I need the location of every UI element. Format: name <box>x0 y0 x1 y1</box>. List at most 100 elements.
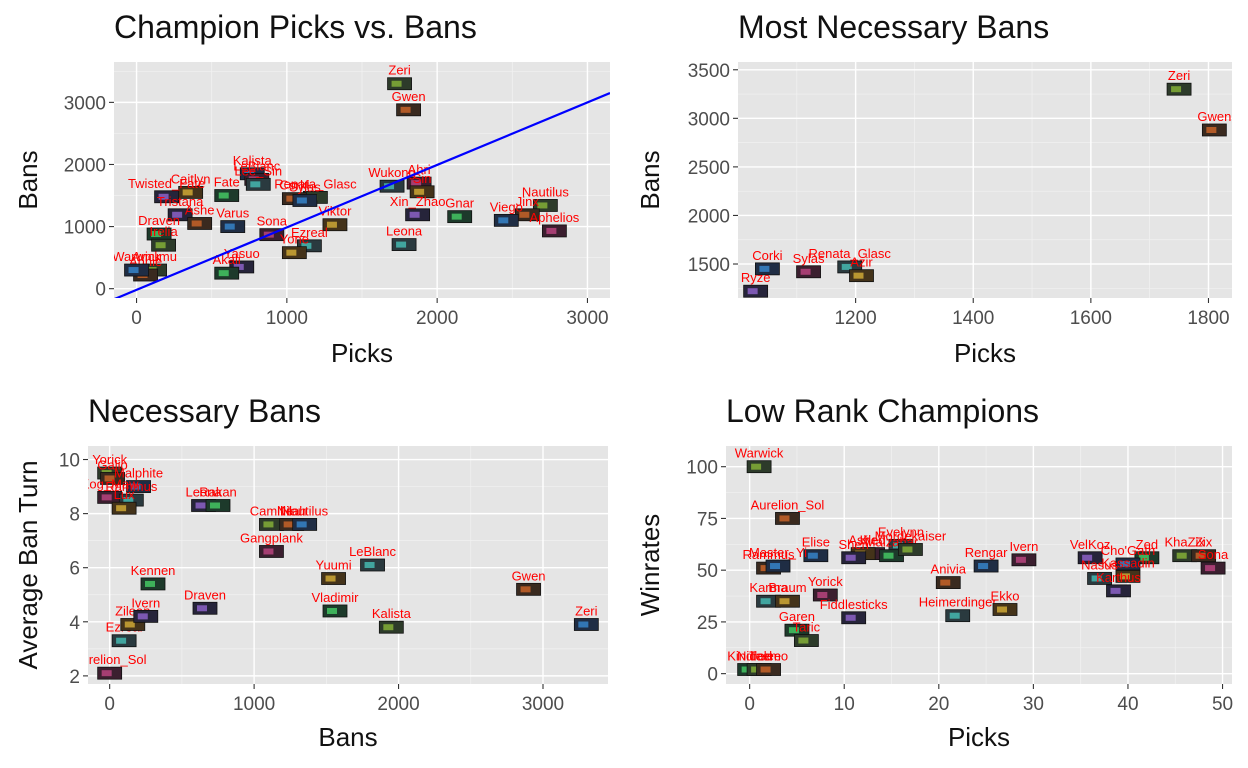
plot-background <box>88 446 608 684</box>
point-label: Akali <box>213 252 241 267</box>
point-label: Zed <box>1136 537 1158 552</box>
point-label: Rengar <box>965 545 1008 560</box>
chart-title: Champion Picks vs. Bans <box>114 9 477 45</box>
point-label: Aurelion_Sol <box>751 497 825 512</box>
y-tick-label: 4 <box>69 613 80 634</box>
champion-thumbnail-detail <box>1119 573 1130 580</box>
point-label: Fate <box>214 175 240 190</box>
point-label: Heimerdinger <box>919 595 998 610</box>
y-tick-label: 2 <box>69 667 80 688</box>
champion-thumbnail-detail <box>116 505 127 512</box>
y-tick-label: 8 <box>69 505 80 526</box>
y-tick-label: 2000 <box>64 155 106 176</box>
point-Gwen: Gwen <box>1197 109 1231 137</box>
champion-thumbnail-detail <box>384 183 395 190</box>
point-label: Warwick <box>735 446 784 461</box>
point-label: Malphite <box>114 466 163 481</box>
point-Ryze: Ryze <box>741 270 771 298</box>
champion-thumbnail-detail <box>116 637 127 644</box>
champion-thumbnail-detail <box>1091 575 1102 582</box>
x-axis-title: Picks <box>948 722 1010 752</box>
y-tick-label: 0 <box>707 665 718 686</box>
champion-thumbnail-detail <box>1206 126 1217 133</box>
y-axis-title: Bans <box>13 150 43 209</box>
point-label: Ryze <box>741 270 771 285</box>
point-label: KhaZix <box>1164 535 1205 550</box>
point-label: Kennen <box>131 563 176 578</box>
champion-thumbnail-detail <box>807 552 818 559</box>
point-label: Gwen <box>512 568 546 583</box>
point-label: Varus <box>216 206 249 221</box>
point-label: Viktor <box>318 204 352 219</box>
y-tick-label: 10 <box>59 451 80 472</box>
y-tick-label: 75 <box>697 509 718 530</box>
point-Lux: Lux <box>111 487 137 515</box>
champion-thumbnail-detail <box>383 624 394 631</box>
point-Yorick: Yorick <box>808 574 843 602</box>
panel-2: 1200 1400 1600 1800 1500 2000 2500 3000 3500 Most… <box>635 9 1232 368</box>
point-label: Ezreal <box>291 225 328 240</box>
point-label: Aphelios <box>529 210 579 225</box>
point-Karma: Karma <box>749 580 788 608</box>
point-Viktor: Viktor <box>318 204 352 232</box>
champion-thumbnail-detail <box>414 188 425 195</box>
champion-thumbnail-detail <box>409 211 420 218</box>
point-label: Yuumi <box>315 558 351 573</box>
point-Taric: Taric <box>793 620 821 647</box>
point-label: Yone <box>280 232 309 247</box>
champion-thumbnail-detail <box>788 627 799 634</box>
point-Nautilus: Nautilus <box>281 503 329 531</box>
x-tick-label: 30 <box>1023 694 1044 715</box>
point-Heimerdinger: Heimerdinger <box>919 595 998 623</box>
champion-thumbnail-detail <box>301 242 312 249</box>
x-tick-label: 2000 <box>377 694 419 715</box>
point-label: Gangplank <box>240 530 303 545</box>
point-label: Corki <box>279 178 309 193</box>
champion-thumbnail-detail <box>286 195 297 202</box>
point-Gwen: Gwen <box>392 89 426 117</box>
x-tick-label: 2000 <box>416 308 458 329</box>
y-axis-title: Average Ban Turn <box>13 460 43 669</box>
champion-thumbnail-detail <box>759 265 770 272</box>
point-label: Ivern <box>131 595 160 610</box>
champion-thumbnail-detail <box>283 521 294 528</box>
point-Twisted_Fate: Twisted_Fate <box>128 176 205 204</box>
point-label: Fiddlesticks <box>820 597 888 612</box>
point-label: Kassadin <box>1101 555 1154 570</box>
champion-thumbnail-detail <box>218 270 229 277</box>
trend-line <box>114 92 610 298</box>
champion-thumbnail-detail <box>845 614 856 621</box>
point-Sylas: Sylas <box>793 251 825 279</box>
point-Karthus: Karthus <box>1096 570 1141 598</box>
point-Teemo: Teemo <box>749 649 788 676</box>
point-label: Gnar <box>445 196 475 211</box>
point-label: LeBlanc <box>349 544 396 559</box>
point-label: Xin_Zhao <box>390 194 446 209</box>
point-label: Sin <box>413 171 432 186</box>
x-tick-label: 1400 <box>952 308 994 329</box>
point-label: Amumu <box>132 249 177 264</box>
champion-thumbnail-detail <box>498 217 509 224</box>
x-tick-label: 20 <box>928 694 949 715</box>
champion-thumbnail-detail <box>327 607 337 614</box>
point-Sylas: Sylas <box>289 179 321 207</box>
y-tick-label: 50 <box>697 561 718 582</box>
point-label: Taric <box>793 620 821 635</box>
champion-thumbnail-detail <box>263 548 274 555</box>
point-Nasus: Nasus <box>1081 557 1119 585</box>
y-tick-label: 3500 <box>688 61 730 82</box>
champion-thumbnail-detail <box>751 463 762 470</box>
point-Sona: Sona <box>1198 547 1229 575</box>
point-Varus: Varus <box>216 206 250 233</box>
point-label: Lee_Sin <box>234 163 282 178</box>
champion-thumbnail-detail <box>411 180 422 187</box>
point-label: Kalista <box>233 153 273 168</box>
point-Yuumi: Yuumi <box>315 558 352 585</box>
champion-thumbnail-detail <box>883 552 894 559</box>
point-Yone: Yone <box>280 232 309 260</box>
point-Ivern: Ivern <box>1009 539 1038 567</box>
point-Malphite: Malphite <box>114 466 163 493</box>
point-label: Mordekaiser <box>875 528 947 543</box>
champion-thumbnail-detail <box>391 80 402 87</box>
x-tick-label: 0 <box>131 308 142 329</box>
